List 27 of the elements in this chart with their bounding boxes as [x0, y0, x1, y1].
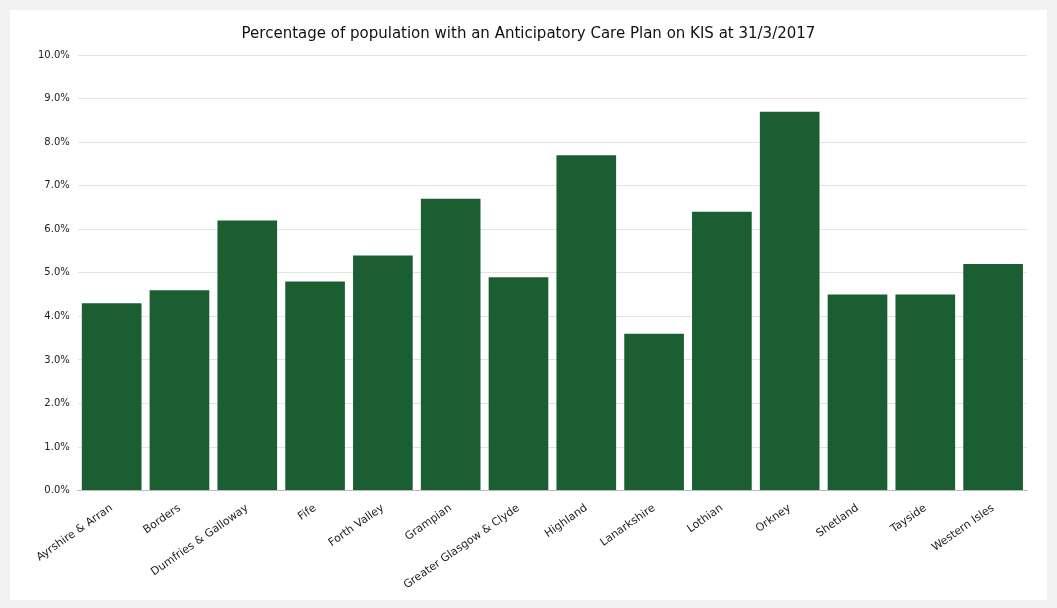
y-tick-label: 0.0%: [44, 484, 70, 496]
bar: [827, 294, 888, 491]
bar: [420, 198, 481, 491]
y-tick-label: 8.0%: [44, 135, 70, 147]
y-tick-label: 2.0%: [44, 397, 70, 409]
bar: [149, 290, 210, 491]
bar: [488, 277, 549, 491]
y-tick-label: 4.0%: [44, 309, 70, 321]
chart-title: Percentage of population with an Anticipatory Care Plan on KIS at 31/3/2017: [241, 23, 816, 42]
bar: [81, 303, 142, 491]
bar: [759, 111, 820, 491]
y-tick-label: 3.0%: [44, 353, 70, 365]
y-tick-label: 7.0%: [44, 179, 70, 191]
bar: [895, 294, 956, 491]
y-tick-label: 9.0%: [44, 92, 70, 104]
bar: [624, 333, 684, 491]
bar: [963, 264, 1023, 491]
y-tick-label: 10.0%: [37, 48, 70, 60]
y-tick-label: 6.0%: [44, 222, 70, 234]
y-tick-label: 5.0%: [44, 266, 70, 278]
bar: [353, 255, 413, 491]
x-tick-label: Fife: [295, 501, 319, 523]
bar: [285, 281, 345, 491]
y-tick-label: 1.0%: [44, 440, 70, 452]
bar: [556, 155, 617, 491]
bar: [217, 220, 278, 491]
bar: [692, 211, 752, 491]
